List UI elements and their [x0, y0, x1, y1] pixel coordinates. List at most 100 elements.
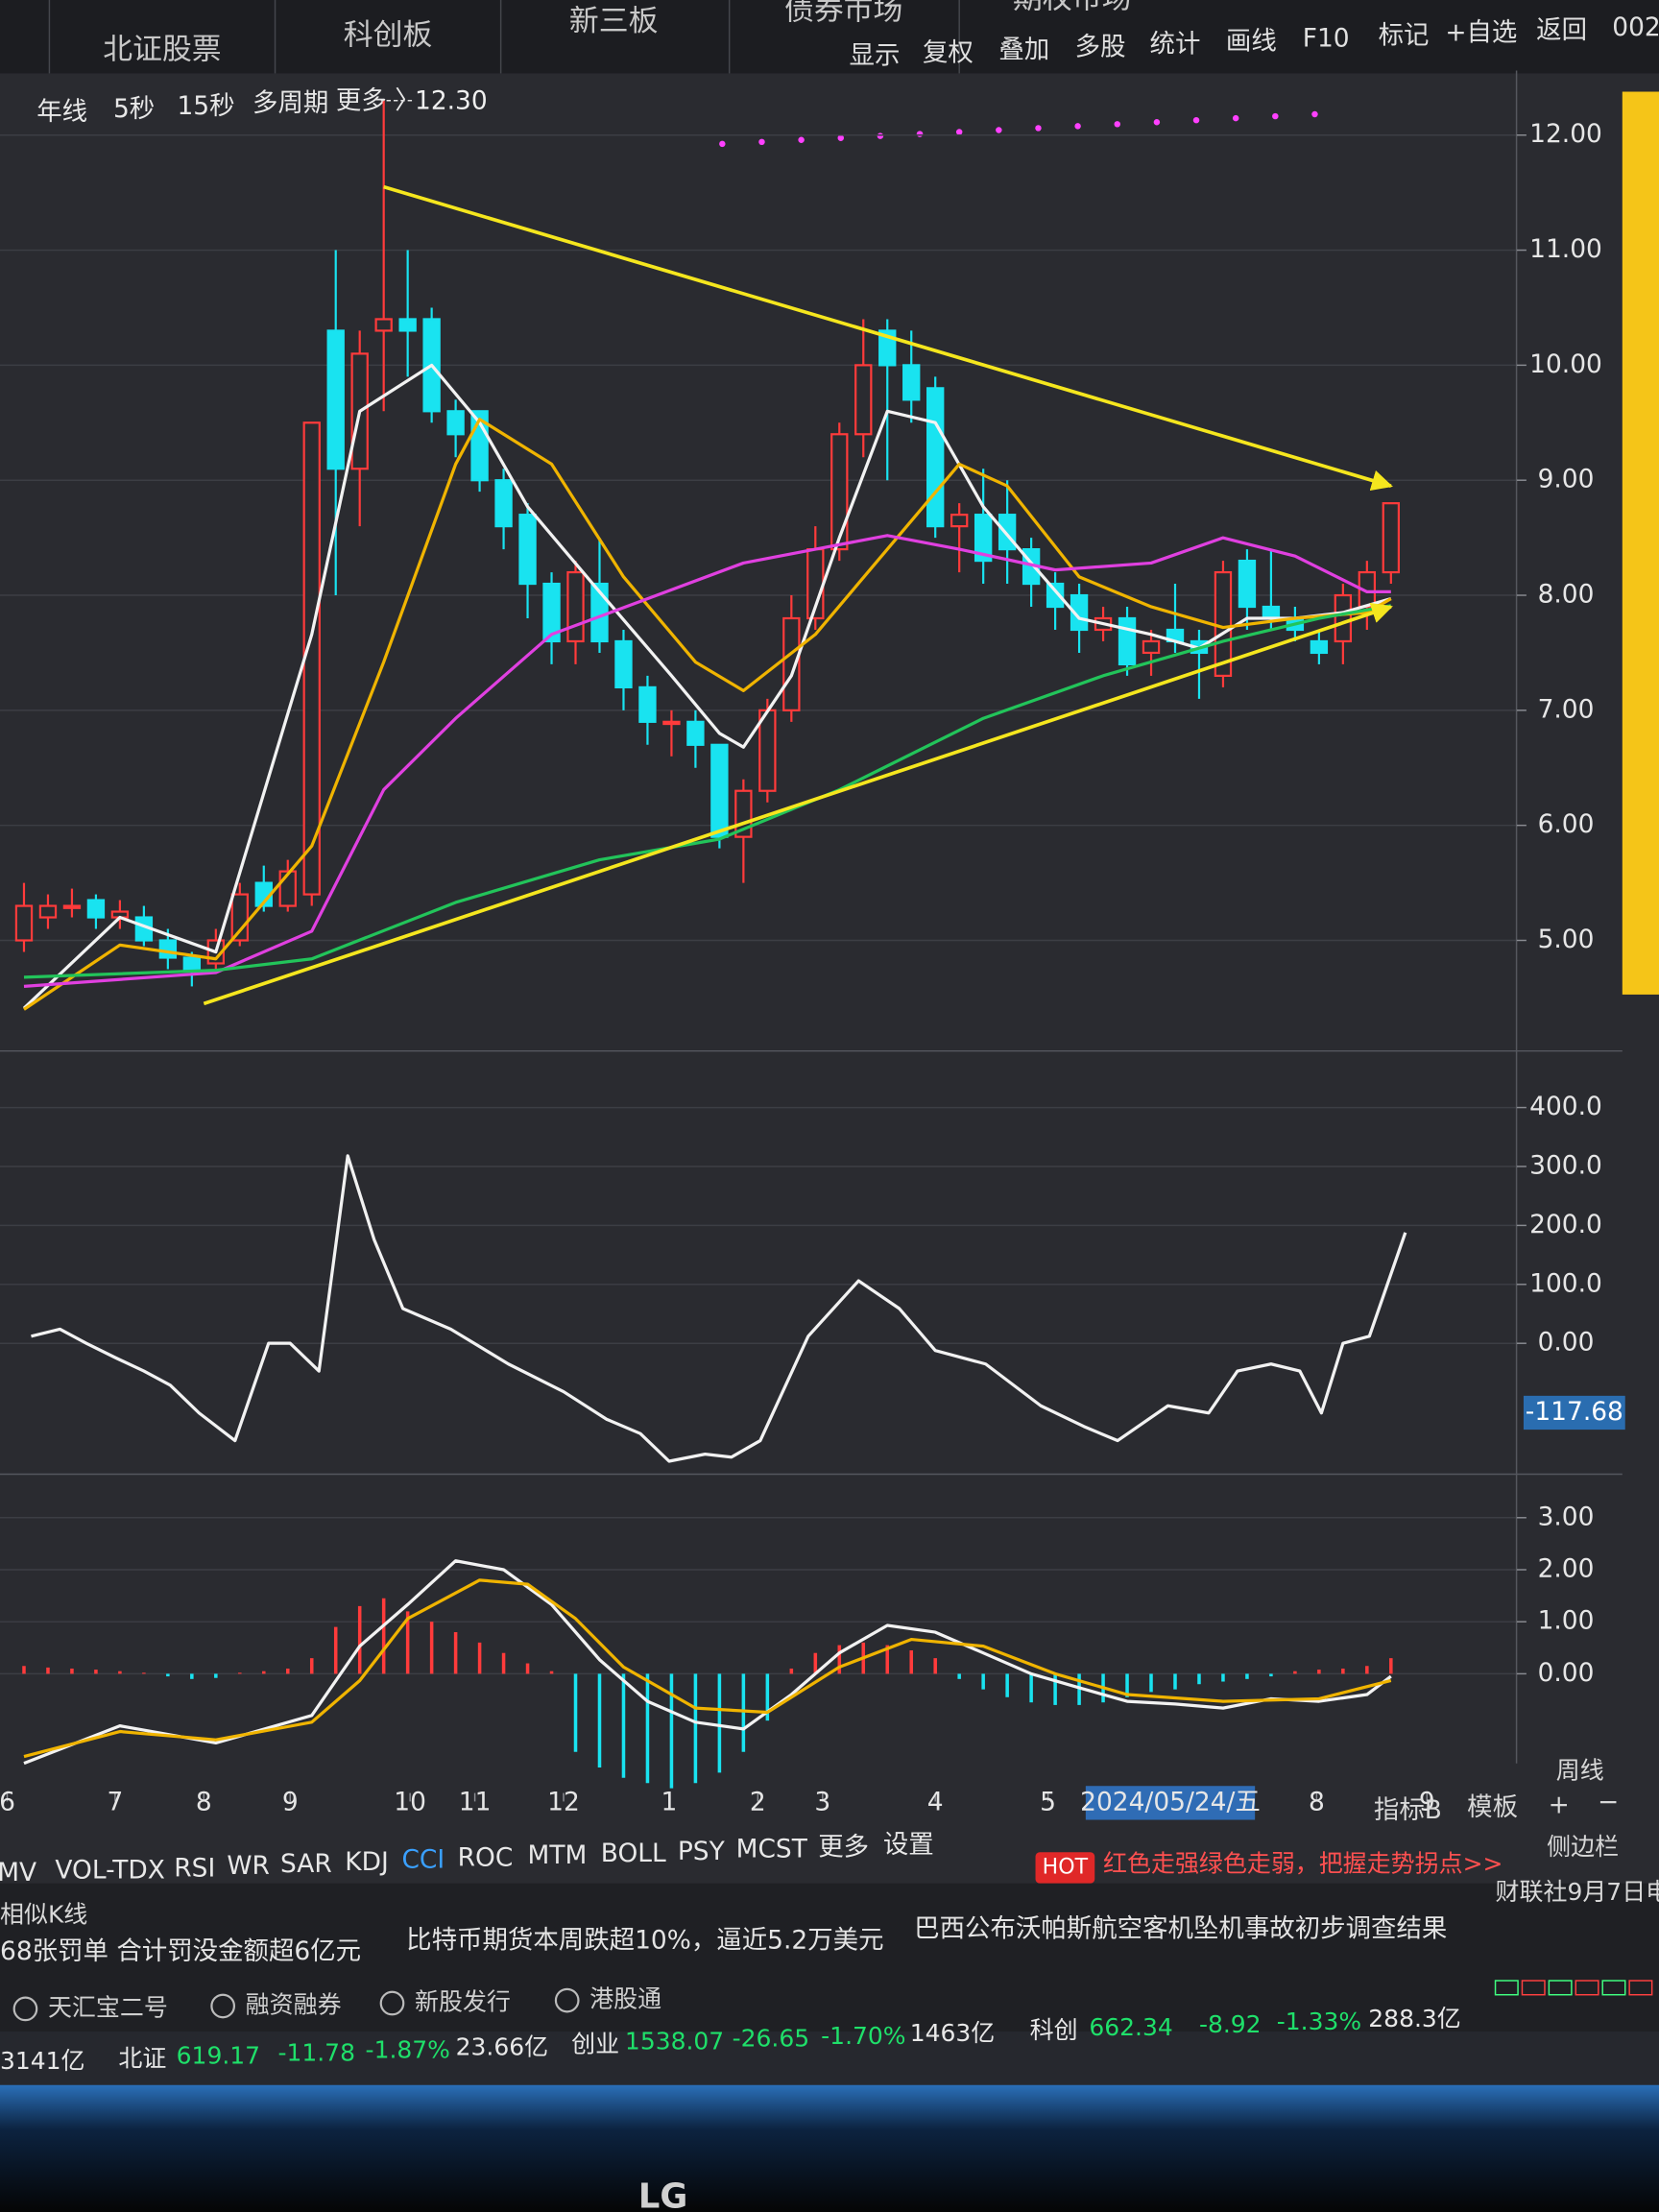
indicator-line	[23, 604, 1392, 979]
ticker-item[interactable]: 比特币期货本周跌超10%，逼近5.2万美元	[406, 1925, 883, 1955]
x-tick-label: 8	[196, 1787, 212, 1816]
tab[interactable]: 债券市场	[784, 0, 902, 27]
news-right[interactable]: 财联社9月7日电	[1496, 1878, 1659, 1906]
period-tab[interactable]: 年线	[36, 97, 87, 127]
period-tab[interactable]: 5秒	[113, 94, 155, 124]
panel-button[interactable]: −	[1598, 1787, 1619, 1816]
mini-chart-cell	[1575, 1980, 1599, 1996]
toolbar-button[interactable]: 复权	[923, 37, 974, 67]
indicator-line	[23, 534, 1391, 989]
index-item: 创业	[571, 2031, 619, 2058]
y-tick-label: 100.0	[1529, 1268, 1602, 1298]
y-tick-label: 3.00	[1538, 1502, 1595, 1531]
signal-dot	[916, 131, 924, 137]
y-tick-label: 7.00	[1538, 694, 1595, 724]
indicator-line	[31, 1154, 1407, 1463]
candle-body	[494, 479, 513, 528]
index-item: 619.17	[177, 2041, 260, 2069]
tab[interactable]: 期权市场	[1013, 0, 1131, 16]
panel-button[interactable]: +	[1549, 1790, 1570, 1819]
panel-button[interactable]: 模板	[1467, 1792, 1518, 1822]
tab[interactable]: 新三板	[569, 4, 659, 38]
mini-chart-cell	[1601, 1980, 1626, 1996]
hot-link[interactable]: 红色走强绿色走弱，把握走势拐点>>	[1103, 1850, 1503, 1878]
y-tick-label: 1.00	[1538, 1606, 1595, 1636]
toolbar-button[interactable]: F10	[1303, 24, 1350, 54]
indicator-tab[interactable]: WR	[227, 1851, 270, 1881]
index-item: -1.33%	[1277, 2008, 1361, 2035]
indicator-tab[interactable]: 更多	[818, 1832, 869, 1862]
period-label[interactable]: 周线	[1556, 1757, 1604, 1785]
signal-dot	[1232, 114, 1239, 122]
indicator-tab[interactable]: RSI	[174, 1853, 215, 1883]
indicator-tab[interactable]: 设置	[883, 1830, 934, 1860]
ticker-item[interactable]: 巴西公布沃帕斯航空客机坠机事故初步调查结果	[914, 1914, 1447, 1944]
y-tick-label: 5.00	[1538, 925, 1595, 954]
candle-body	[158, 939, 178, 959]
tool-button[interactable]: 天汇宝二号	[48, 1993, 168, 2021]
news-left[interactable]: 相似K线	[0, 1900, 87, 1928]
toolbar-button[interactable]: 画线	[1226, 27, 1277, 57]
signal-dot	[877, 132, 884, 139]
candle-body	[974, 514, 993, 563]
tool-button[interactable]: 融资融券	[246, 1990, 342, 2018]
toolbar-button[interactable]: 002	[1612, 12, 1659, 42]
candle-body	[38, 904, 58, 919]
hot-badge[interactable]: HOT	[1043, 1855, 1089, 1879]
toolbar-button[interactable]: 返回	[1536, 15, 1587, 45]
period-tab[interactable]: 15秒	[177, 91, 234, 121]
candle-body	[182, 956, 202, 971]
candle-body	[1262, 605, 1281, 620]
y-tick-label: 300.0	[1529, 1150, 1602, 1180]
tool-icon	[379, 1990, 405, 2016]
toolbar-button[interactable]: 统计	[1150, 30, 1201, 60]
tab[interactable]: 北证股票	[103, 32, 221, 66]
x-tick-label: 7	[107, 1787, 123, 1816]
indicator-tab[interactable]: PSY	[678, 1837, 726, 1866]
candle-body	[686, 720, 705, 746]
y-tick-label: 200.0	[1529, 1210, 1602, 1239]
current-value-box	[1523, 1395, 1625, 1431]
panel-button[interactable]: 指标B	[1374, 1795, 1442, 1825]
indicator-tab[interactable]: CCI	[401, 1845, 445, 1875]
period-tab[interactable]: 更多 〉	[336, 85, 421, 115]
candle-body	[926, 387, 945, 528]
signal-dot	[996, 127, 1002, 133]
indicator-tab[interactable]: MCST	[736, 1835, 808, 1864]
side-toggle[interactable]: 侧边栏	[1547, 1833, 1619, 1861]
x-tick-label: 2024/05/24/五	[1080, 1787, 1261, 1816]
indicator-tab[interactable]: ROC	[458, 1842, 514, 1872]
tool-button[interactable]: 新股发行	[415, 1988, 511, 2016]
tool-icon	[210, 1993, 236, 2019]
indicator-tab[interactable]: KDJ	[345, 1847, 388, 1877]
indicator-tab[interactable]: SAR	[280, 1849, 332, 1879]
y-tick-label: 6.00	[1538, 809, 1595, 839]
indicator-tab[interactable]: MTM	[528, 1840, 588, 1870]
signal-dot	[1035, 125, 1042, 132]
ticker-item[interactable]: 68张罚单 合计罚没金额超6亿元	[0, 1936, 361, 1966]
y-tick-label: 12.00	[1529, 119, 1602, 149]
tab[interactable]: 科创板	[344, 18, 433, 53]
toolbar-button[interactable]: 叠加	[998, 35, 1049, 64]
candle-body	[542, 582, 561, 643]
indicator-tab[interactable]: VOL-TDX	[55, 1856, 164, 1886]
candle-body	[830, 433, 849, 551]
period-tab[interactable]: 多周期	[252, 88, 328, 118]
index-item: 1538.07	[625, 2028, 724, 2056]
toolbar-button[interactable]: 显示	[850, 40, 901, 70]
y-tick-label: 0.00	[1538, 1328, 1595, 1358]
toolbar-button[interactable]: 标记	[1379, 21, 1430, 51]
indicator-tab[interactable]: BOLL	[601, 1839, 666, 1868]
x-tick-label: 6	[0, 1787, 15, 1816]
index-item: 3141亿	[0, 2047, 85, 2075]
candle-body	[326, 329, 345, 470]
signal-dot	[719, 140, 726, 148]
toolbar-button[interactable]: +自选	[1445, 18, 1517, 48]
tool-button[interactable]: 港股通	[589, 1985, 661, 2013]
side-window	[1622, 91, 1659, 995]
toolbar-button[interactable]: 多股	[1075, 32, 1126, 61]
x-tick-label: 5	[1040, 1787, 1056, 1816]
indicator-tab[interactable]: MV	[0, 1858, 36, 1887]
index-item: 23.66亿	[456, 2033, 548, 2061]
index-item: -8.92	[1199, 2010, 1262, 2038]
